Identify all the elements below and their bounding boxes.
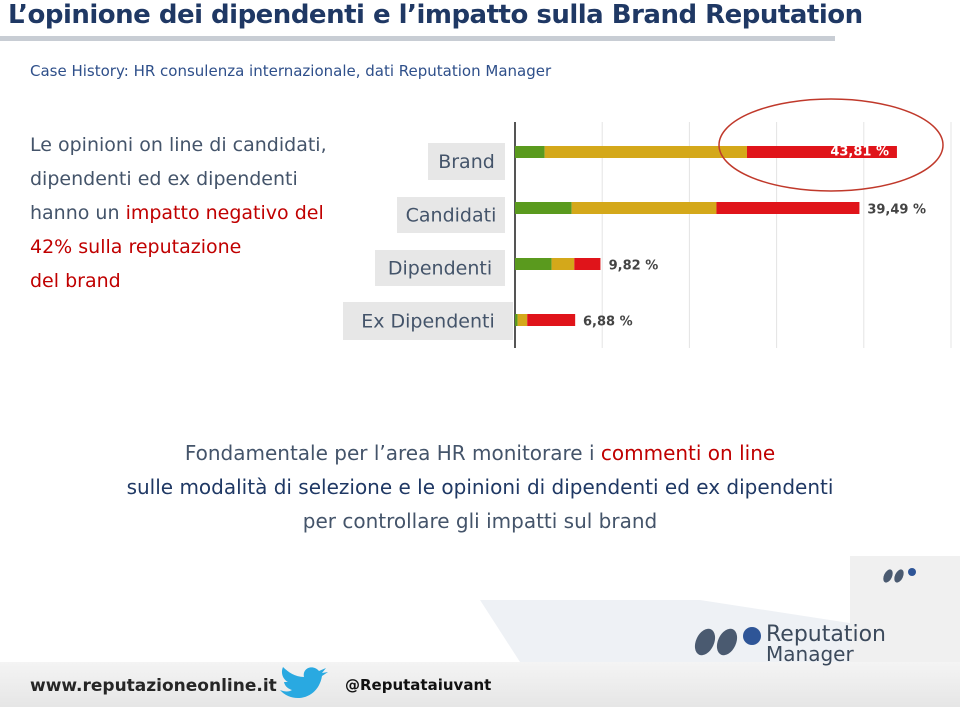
text-span: Fondamentale per l’area HR monitorare i	[184, 441, 601, 465]
title-underline	[0, 36, 835, 41]
website: www.reputazioneonline.it	[30, 676, 277, 696]
text-line: 42% sulla reputazione	[30, 230, 327, 264]
bar-segment	[515, 314, 518, 326]
data-label: 6,88 %	[583, 315, 633, 330]
text-line: sulle modalità di selezione e le opinion…	[0, 470, 960, 504]
bar-segment	[571, 202, 717, 214]
category-box	[428, 143, 505, 180]
text-span: sulla reputazione	[72, 236, 242, 258]
twitter-handle: @Reputataiuvant	[345, 676, 492, 694]
data-label: 9,82 %	[609, 259, 659, 274]
logo-text: Manager	[766, 642, 854, 666]
text-span: sulle modalità di selezione e le opinion…	[126, 475, 834, 499]
bar-segment	[527, 314, 576, 326]
logo-text: Reputation	[766, 622, 886, 647]
text-span: 42%	[30, 236, 73, 258]
bar-segment	[551, 258, 575, 270]
text-span: impatto negativo del	[125, 202, 324, 224]
bar-segment	[544, 146, 747, 158]
bar-segment	[716, 202, 860, 214]
category-box	[375, 250, 505, 286]
text-line: per controllare gli impatti sul brand	[0, 504, 960, 538]
text-span: commenti on line	[600, 441, 776, 465]
bar-segment	[515, 202, 572, 214]
bottom-text: Fondamentale per l’area HR monitorare i …	[0, 436, 960, 538]
bar-segment	[574, 258, 601, 270]
left-text: Le opinioni on line di candidati, dipende…	[30, 128, 327, 298]
text-span: per controllare gli impatti sul brand	[302, 509, 658, 533]
bar-segment	[515, 146, 545, 158]
text-line: Fondamentale per l’area HR monitorare i …	[0, 436, 960, 470]
y-tick-label: Dipendenti	[388, 258, 492, 280]
text-line: del brand	[30, 264, 327, 298]
highlight-circle	[718, 98, 944, 192]
text-span: hanno un	[30, 202, 126, 224]
category-box	[397, 197, 505, 233]
text-line: Le opinioni on line di candidati,	[30, 128, 327, 162]
text-span: dipendenti ed ex dipendenti	[30, 168, 298, 190]
text-line: hanno un impatto negativo del	[30, 196, 327, 230]
title: L’opinione dei dipendenti e l’impatto su…	[8, 0, 863, 30]
data-label: 43,81 %	[830, 145, 889, 160]
bar-segment	[746, 146, 897, 158]
bar-segment	[515, 258, 552, 270]
y-tick-label: Candidati	[406, 205, 497, 227]
decoration	[850, 556, 960, 662]
decoration	[480, 600, 960, 662]
subtitle: Case History: HR consulenza internaziona…	[30, 62, 552, 80]
text-line: dipendenti ed ex dipendenti	[30, 162, 327, 196]
y-tick-label: Brand	[438, 151, 495, 173]
data-label: 39,49 %	[867, 203, 926, 218]
category-box	[343, 302, 513, 340]
logo-mark	[694, 568, 916, 656]
footer	[0, 662, 960, 707]
y-tick-label: Ex Dipendenti	[361, 311, 495, 333]
text-span: Le opinioni on line di candidati,	[30, 134, 327, 156]
bar-segment	[517, 314, 528, 326]
text-span: del brand	[30, 270, 121, 292]
